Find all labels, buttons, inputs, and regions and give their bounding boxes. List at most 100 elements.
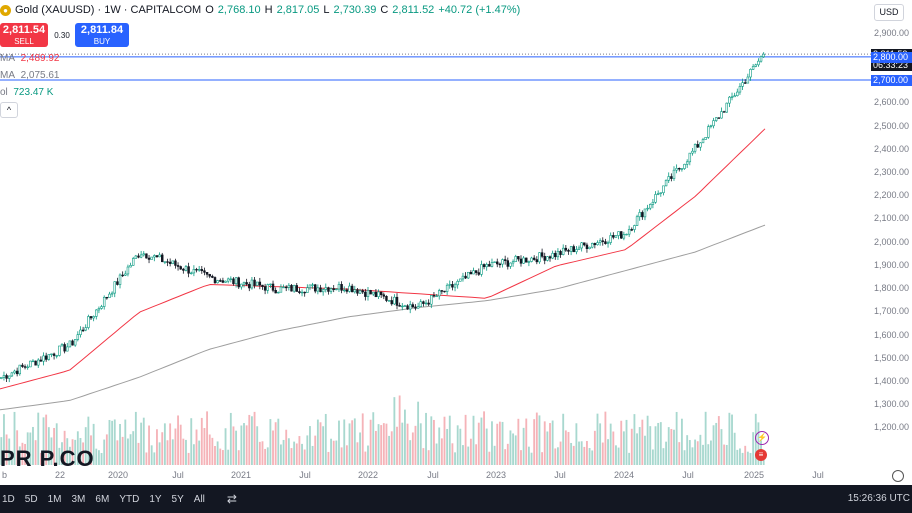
bottom-toolbar: 1D 5D 1M 3M 6M YTD 1Y 5Y All ⇄ 15:26:36 UTC	[0, 485, 912, 513]
collapse-legend-button[interactable]: ^	[0, 102, 18, 118]
timeframe-1d[interactable]: 1D	[2, 493, 15, 505]
timeframe-6m[interactable]: 6M	[95, 493, 110, 505]
volume-bar	[345, 445, 348, 465]
volume-bar	[359, 432, 362, 465]
candle-body	[751, 66, 755, 70]
date-range-icon[interactable]: ⇄	[226, 492, 237, 506]
indicator-ma-slow[interactable]: MA 2,075.61	[0, 70, 60, 81]
indicator-volume[interactable]: ol 723.47 K	[0, 87, 53, 98]
buy-button[interactable]: 2,811.84 BUY	[75, 23, 129, 47]
volume-bar	[203, 428, 206, 465]
volume-bar	[132, 431, 135, 465]
timeframe-1y[interactable]: 1Y	[149, 493, 162, 505]
candle-body	[654, 194, 657, 203]
volume-bar	[10, 450, 13, 465]
indicator-ma-fast[interactable]: MA 2,489.92	[0, 53, 60, 64]
candle-body	[474, 270, 478, 273]
settings-icon[interactable]	[892, 470, 904, 482]
candle-body	[203, 270, 206, 273]
time-tick: 2024	[614, 470, 634, 480]
volume-bar	[13, 411, 16, 465]
price-tick: 2,100.00	[874, 213, 910, 224]
candle-body	[84, 327, 87, 331]
volume-bar	[622, 431, 625, 465]
candle-body	[422, 301, 425, 304]
volume-bar	[401, 422, 404, 465]
symbol-legend[interactable]: ● Gold (XAUUSD) · 1W · CAPITALCOM O 2,768…	[0, 4, 520, 16]
lightning-icon[interactable]: ⚡	[755, 431, 769, 445]
price-chart[interactable]: b 22 2020 Jul 2021 Jul 2022 Jul 2023 Jul 2024 Jul 20…	[0, 0, 912, 485]
volume-bar	[148, 425, 150, 465]
volume-bar	[733, 432, 736, 465]
volume-bar	[657, 422, 660, 465]
candle-body	[543, 256, 546, 261]
candle-body	[350, 285, 354, 293]
candle-body	[224, 280, 227, 283]
candle-body	[501, 259, 504, 265]
sell-button[interactable]: 2,811.54 SELL	[0, 23, 48, 47]
timeframe-all[interactable]: All	[193, 493, 205, 505]
candle-body	[699, 142, 702, 148]
volume-bar	[575, 423, 578, 465]
candle-body	[129, 265, 132, 268]
candle-body	[163, 261, 167, 263]
candle-body	[730, 96, 734, 98]
timeframe-3m[interactable]: 3M	[71, 493, 86, 505]
candle-body	[292, 285, 296, 292]
candle-body	[345, 289, 349, 292]
candle-body	[714, 117, 718, 121]
volume-bar	[633, 414, 636, 465]
currency-select[interactable]: USD	[874, 4, 904, 21]
volume-bar	[66, 438, 69, 465]
candle-body	[477, 272, 481, 275]
volume-bar	[409, 440, 412, 465]
volume-bar	[451, 443, 454, 465]
volume-bar	[422, 448, 425, 465]
candle-body	[741, 82, 744, 87]
candle-body	[240, 283, 243, 288]
price-tick: 2,600.00	[874, 97, 910, 108]
volume-bar	[728, 412, 731, 465]
volume-bar	[145, 452, 148, 465]
volume-bar	[512, 433, 515, 465]
volume-bar	[699, 434, 702, 465]
volume-bar	[55, 423, 58, 465]
timeframe-1m[interactable]: 1M	[47, 493, 62, 505]
volume-bar	[530, 452, 533, 465]
volume-bar	[97, 450, 100, 465]
candle-body	[356, 289, 359, 294]
candle-body	[469, 271, 473, 275]
price-tick: 1,300.00	[874, 399, 910, 410]
volume-bar	[414, 425, 417, 465]
candle-body	[216, 280, 219, 284]
candle-body	[18, 364, 22, 375]
timeframe-5d[interactable]: 5D	[24, 493, 38, 505]
candle-body	[656, 193, 660, 195]
candle-body	[696, 144, 699, 148]
volume-bar	[79, 437, 82, 465]
price-tick: 1,400.00	[874, 375, 910, 386]
volume-bar	[53, 427, 56, 465]
volume-bar	[113, 419, 116, 465]
volume-bar	[332, 440, 335, 465]
us-flag-icon[interactable]: ≡	[755, 449, 767, 461]
candle-body	[168, 261, 172, 264]
volume-bar	[720, 429, 723, 465]
candle-body	[282, 286, 285, 289]
volume-bar	[411, 432, 414, 465]
candle-body	[158, 254, 161, 258]
candle-body	[575, 249, 578, 253]
candle-body	[709, 125, 713, 127]
candle-body	[548, 256, 552, 259]
candle-body	[221, 280, 225, 283]
candle-body	[577, 247, 581, 250]
candle-body	[401, 305, 404, 308]
candle-body	[374, 291, 378, 298]
price-tick: 2,200.00	[874, 190, 910, 201]
volume-bar	[675, 411, 678, 465]
timeframe-5y[interactable]: 5Y	[171, 493, 184, 505]
candle-body	[255, 281, 259, 286]
volume-bar	[630, 428, 633, 465]
timeframe-ytd[interactable]: YTD	[119, 493, 140, 505]
price-tick: 1,900.00	[874, 259, 910, 270]
